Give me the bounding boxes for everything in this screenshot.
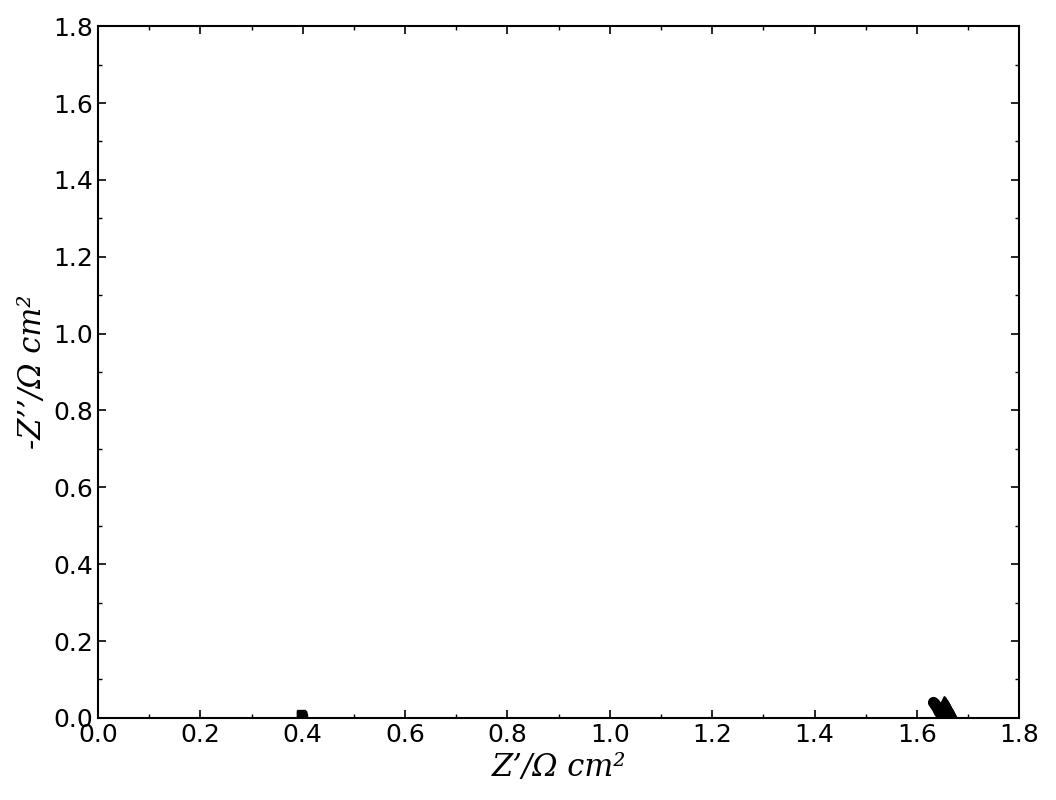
X-axis label: Z’/Ω cm²: Z’/Ω cm²	[491, 752, 626, 783]
Y-axis label: -Z’’/Ω cm²: -Z’’/Ω cm²	[17, 294, 48, 450]
